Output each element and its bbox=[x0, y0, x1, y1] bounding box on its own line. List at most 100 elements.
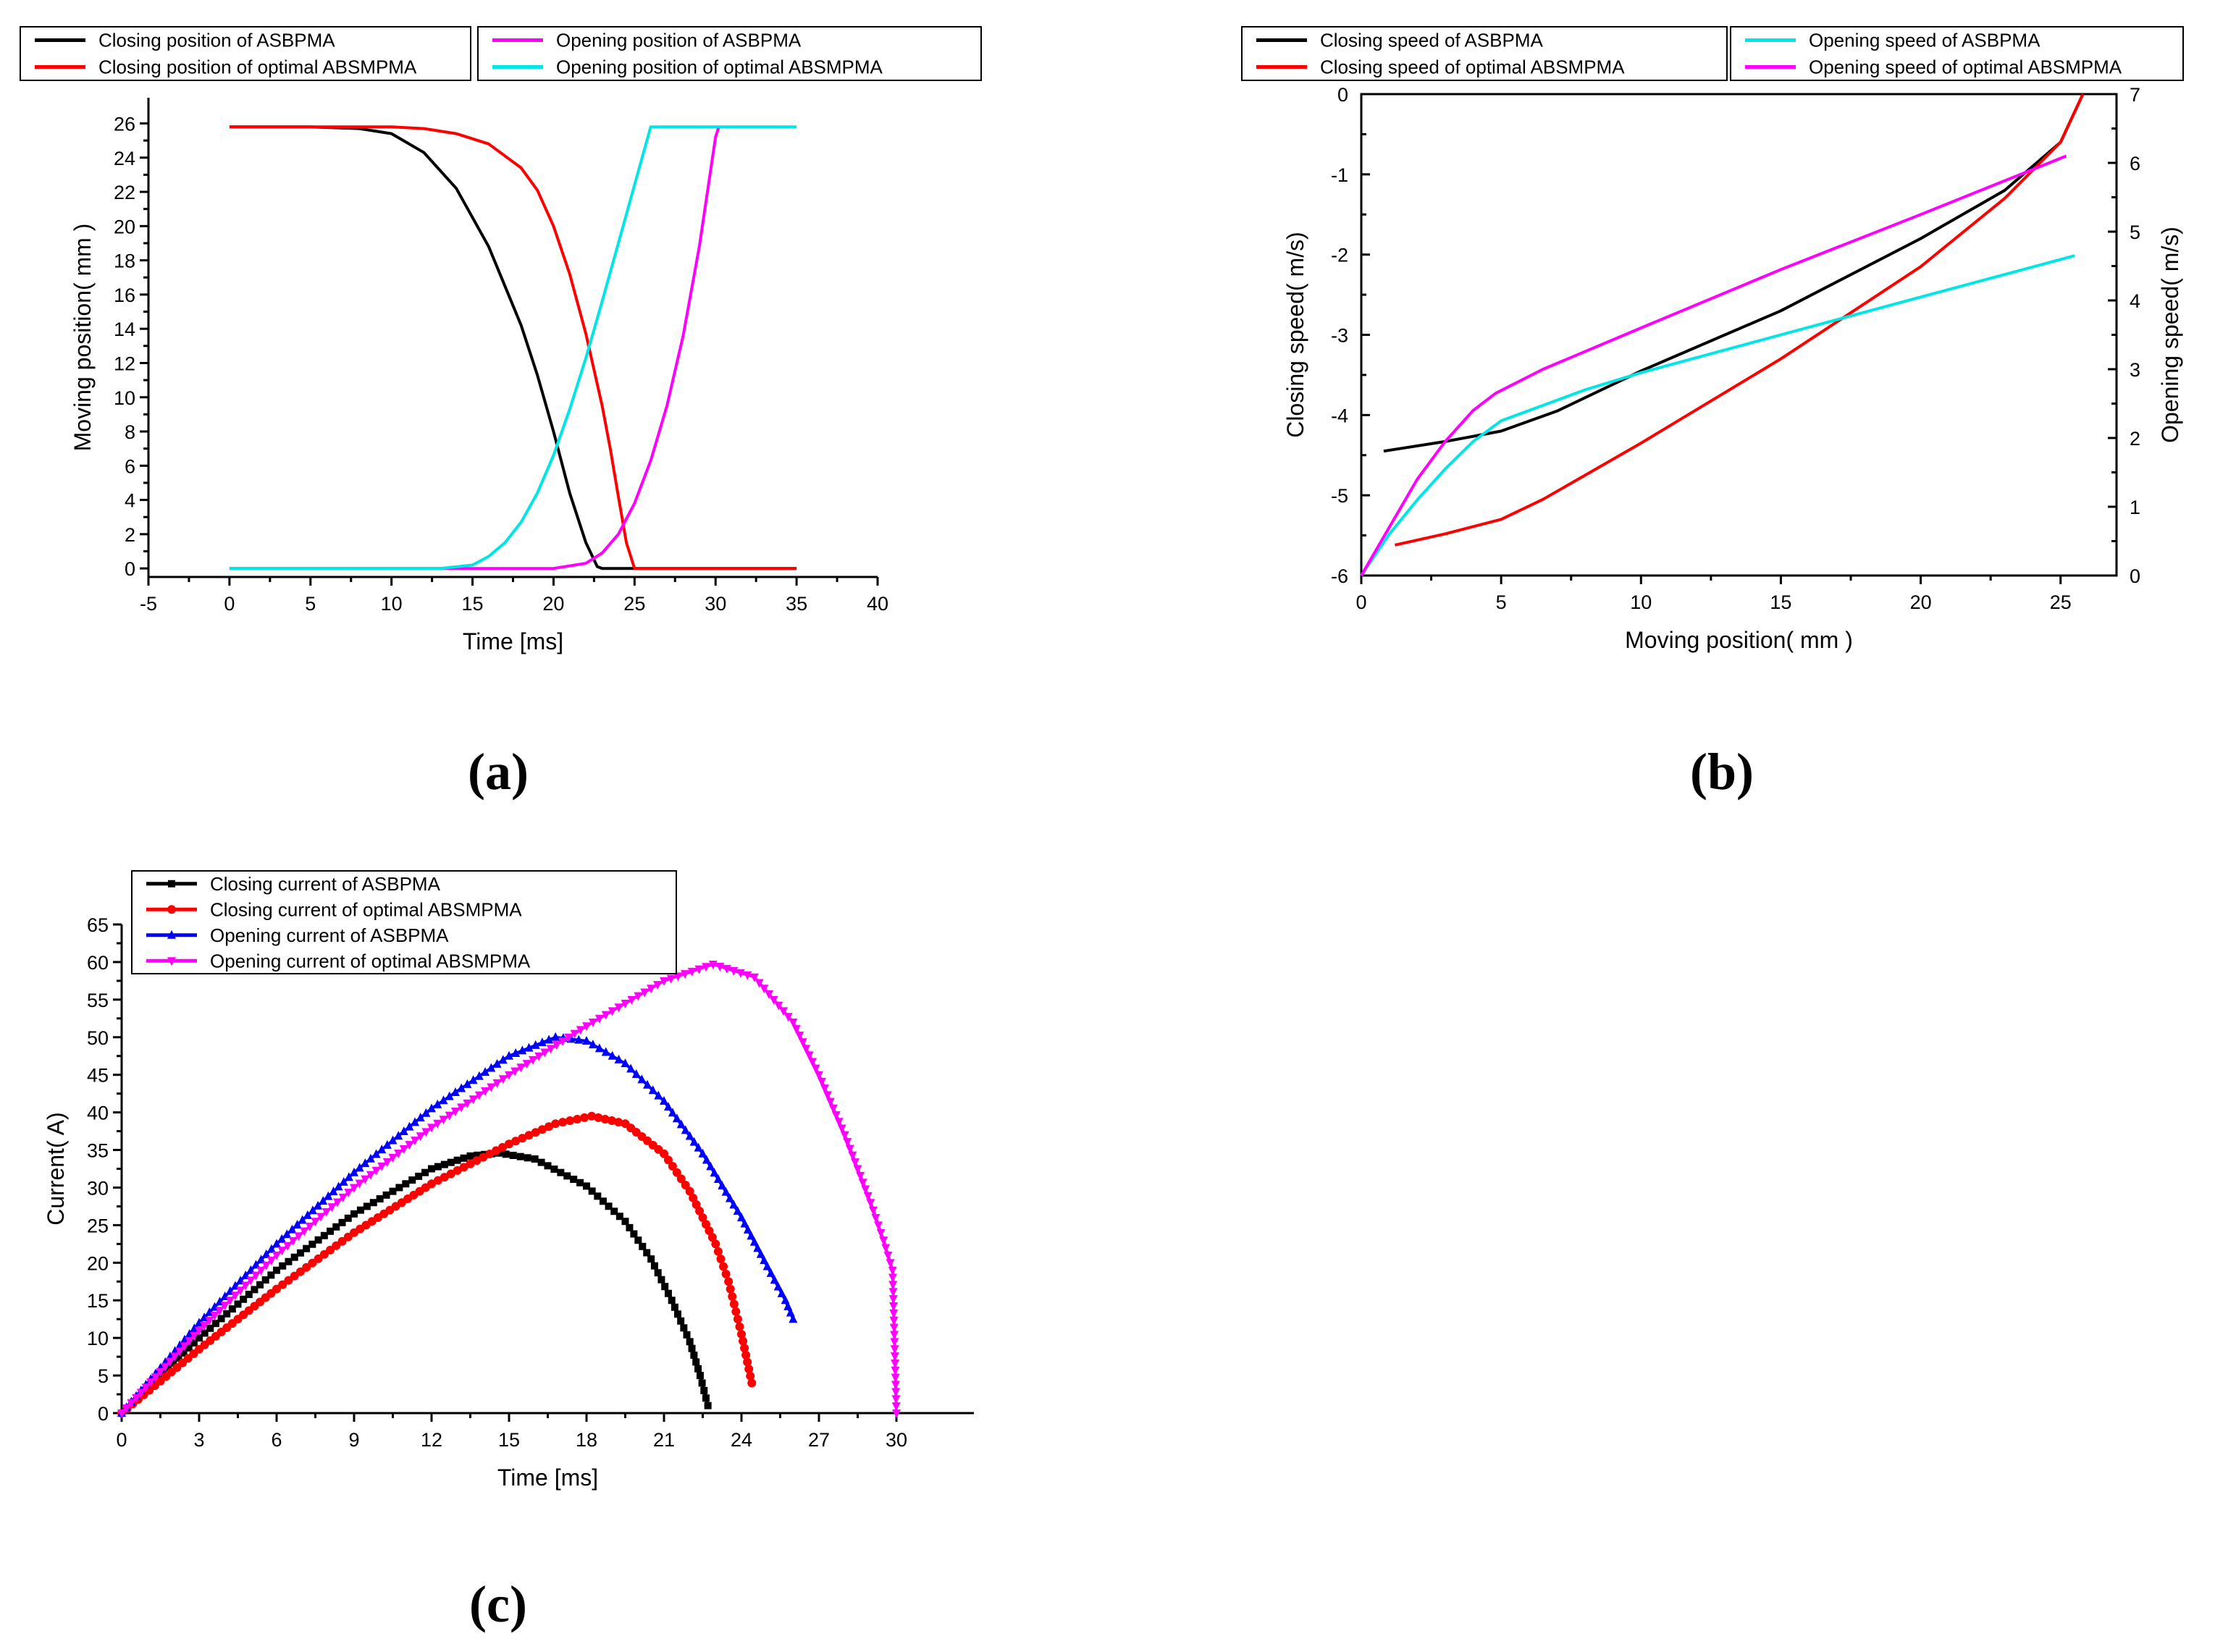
series-marker bbox=[290, 1271, 299, 1281]
legend: Closing speed of ASBPMA Closing speed of … bbox=[1241, 26, 2184, 81]
chart-panel-2: 0 3 6 9 12 15 18 21 24 27 30 0 5 10 15 20 25 30 35 40 45 50 55… bbox=[43, 870, 974, 1633]
series-group bbox=[117, 961, 901, 1418]
series-marker bbox=[686, 1338, 694, 1346]
series-marker bbox=[789, 1019, 798, 1027]
series-marker bbox=[545, 1122, 554, 1131]
legend-label: Opening position of ASBPMA bbox=[556, 30, 802, 51]
series-marker bbox=[564, 1033, 573, 1042]
x-tick-label: 20 bbox=[542, 593, 564, 615]
series-marker bbox=[305, 1222, 314, 1231]
series-marker bbox=[405, 1141, 414, 1150]
series-marker bbox=[528, 1055, 537, 1065]
series-marker bbox=[361, 1175, 370, 1184]
x-tick-label: 18 bbox=[576, 1429, 597, 1451]
series-marker bbox=[834, 1118, 844, 1127]
series-marker bbox=[466, 1152, 474, 1160]
series-marker bbox=[856, 1171, 865, 1181]
series-marker bbox=[273, 1266, 280, 1274]
series-marker bbox=[376, 1195, 384, 1203]
series-marker bbox=[428, 1165, 435, 1173]
series-marker bbox=[537, 1158, 545, 1166]
panel-label: (c) bbox=[469, 1575, 527, 1633]
series-marker bbox=[516, 1063, 526, 1073]
series-marker bbox=[881, 1244, 891, 1253]
series-marker bbox=[888, 1266, 897, 1276]
series-marker bbox=[284, 1276, 293, 1285]
y-tick-label: 0 bbox=[125, 558, 135, 580]
series-marker bbox=[781, 1295, 790, 1305]
series-marker bbox=[690, 1352, 698, 1360]
series-marker bbox=[657, 1276, 665, 1284]
series-marker bbox=[314, 1200, 323, 1210]
series-marker bbox=[236, 1286, 245, 1296]
series-marker bbox=[272, 1284, 281, 1294]
series-marker bbox=[890, 1331, 899, 1340]
series-marker bbox=[434, 1163, 442, 1171]
series-marker bbox=[802, 1045, 811, 1054]
series-marker bbox=[889, 1309, 899, 1318]
series-marker bbox=[287, 1224, 297, 1234]
legend: Closing position of ASBPMA Closing positi… bbox=[20, 26, 982, 81]
series-marker bbox=[815, 1071, 823, 1080]
series-marker bbox=[334, 1181, 343, 1191]
y2-tick-label: 7 bbox=[2130, 84, 2140, 106]
series-marker bbox=[463, 1079, 472, 1088]
series-marker bbox=[743, 971, 752, 980]
series-marker bbox=[795, 1032, 804, 1041]
series-marker bbox=[889, 1316, 899, 1326]
legend-box bbox=[131, 870, 677, 974]
series-marker bbox=[634, 1236, 642, 1244]
legend-label: Closing position of ASBPMA bbox=[98, 30, 335, 51]
series-marker bbox=[326, 1245, 335, 1255]
series-marker bbox=[408, 1176, 416, 1184]
series-marker bbox=[647, 985, 656, 994]
series-marker bbox=[319, 1196, 328, 1205]
series-marker bbox=[293, 1220, 302, 1229]
x-tick-label: 27 bbox=[808, 1429, 830, 1451]
series-marker bbox=[388, 1153, 398, 1163]
axes: 0 5 10 15 20 25 -6 -5 -4 -3 -2 -1 0 0 1 2 3 4 5 6 7 bbox=[1331, 84, 2140, 613]
series-marker bbox=[355, 1179, 364, 1189]
series-marker bbox=[169, 1359, 177, 1367]
series-line-1 bbox=[229, 125, 797, 570]
series-marker bbox=[570, 1029, 579, 1039]
y2-tick-label: 2 bbox=[2130, 428, 2140, 450]
series-marker bbox=[272, 1239, 281, 1248]
x-tick-label: 5 bbox=[1496, 591, 1507, 613]
series-line-0 bbox=[229, 125, 797, 570]
series-marker bbox=[463, 1099, 472, 1108]
y-tick-label: 40 bbox=[87, 1103, 109, 1124]
y-tick-label: 65 bbox=[87, 914, 109, 936]
series-marker bbox=[266, 1244, 276, 1253]
series-marker bbox=[127, 1399, 136, 1408]
series-marker bbox=[663, 1102, 673, 1111]
series-marker bbox=[587, 1111, 597, 1121]
x-tick-label: 15 bbox=[1770, 591, 1791, 613]
y-tick-label: 5 bbox=[98, 1365, 109, 1387]
series-marker bbox=[879, 1236, 888, 1246]
series-marker bbox=[853, 1165, 862, 1174]
series-marker bbox=[206, 1324, 214, 1332]
series-marker bbox=[450, 1108, 460, 1117]
series-marker bbox=[601, 1011, 610, 1020]
series-marker bbox=[843, 1138, 852, 1147]
series-marker bbox=[621, 1058, 630, 1068]
series-marker bbox=[487, 1083, 496, 1092]
series-marker bbox=[888, 1288, 898, 1297]
series-marker bbox=[337, 1236, 347, 1246]
series-marker bbox=[382, 1139, 392, 1149]
series-marker bbox=[570, 1176, 578, 1184]
series-marker bbox=[726, 1284, 735, 1294]
series-marker bbox=[791, 1025, 801, 1034]
series-marker bbox=[674, 1310, 682, 1318]
series-marker bbox=[685, 1131, 694, 1140]
series-marker bbox=[588, 1019, 597, 1027]
series-marker bbox=[770, 1275, 779, 1284]
series-marker bbox=[711, 1239, 720, 1249]
series-marker bbox=[540, 1048, 550, 1058]
series-marker bbox=[681, 1125, 690, 1134]
series-marker bbox=[640, 988, 650, 998]
series-marker bbox=[683, 1331, 691, 1339]
x-tick-label: 12 bbox=[421, 1429, 442, 1451]
series-marker bbox=[453, 1166, 462, 1175]
